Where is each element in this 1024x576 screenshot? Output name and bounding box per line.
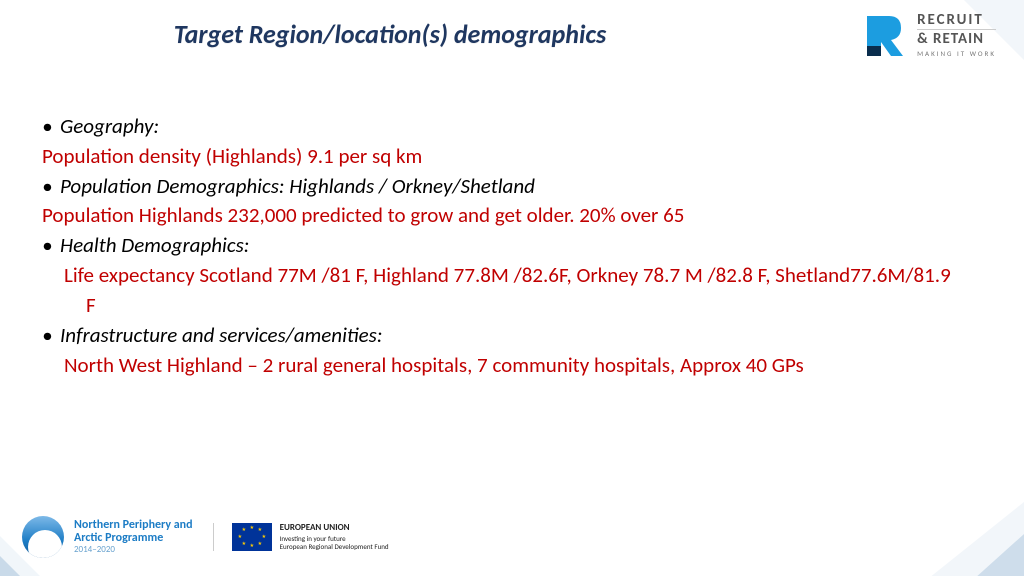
npa-years: 2014–2020 bbox=[74, 545, 193, 555]
brand-line2: & RETAIN bbox=[917, 29, 996, 48]
bullet-heading: • Health Demographics: bbox=[42, 231, 964, 261]
bullet-body: Life expectancy Scotland 77M /81 F, High… bbox=[64, 261, 964, 321]
slide-title: Target Region/location(s) demographics bbox=[0, 18, 780, 50]
eu-logo: ★ ★ ★ ★ ★ ★ ★ ★ EUROPEAN UNION Investing… bbox=[213, 523, 389, 551]
bullet-body: Population density (Highlands) 9.1 per s… bbox=[42, 142, 964, 172]
eu-line1: EUROPEAN UNION bbox=[280, 523, 389, 533]
bullet-body: Population Highlands 232,000 predicted t… bbox=[42, 201, 964, 231]
brand-logo: RECRUIT & RETAIN MAKING IT WORK bbox=[859, 12, 996, 58]
footer-logos: Northern Periphery and Arctic Programme … bbox=[22, 516, 389, 558]
brand-mark-icon bbox=[859, 12, 905, 58]
bullet-heading-text: Geography: bbox=[60, 112, 159, 142]
npa-mark-icon bbox=[22, 516, 64, 558]
eu-flag-icon: ★ ★ ★ ★ ★ ★ ★ ★ bbox=[232, 523, 272, 551]
bullet-body: North West Highland – 2 rural general ho… bbox=[64, 351, 964, 381]
bullet-heading: • Infrastructure and services/amenities: bbox=[42, 321, 964, 351]
bullet-heading-text: Infrastructure and services/amenities: bbox=[60, 321, 382, 351]
npa-logo: Northern Periphery and Arctic Programme … bbox=[22, 516, 193, 558]
content-block: • Geography: Population density (Highlan… bbox=[42, 112, 964, 380]
eu-line3: European Regional Development Fund bbox=[280, 543, 389, 551]
bullet-heading: • Geography: bbox=[42, 112, 964, 142]
bullet-heading-text: Health Demographics: bbox=[60, 231, 249, 261]
bullet-heading-text: Population Demographics: Highlands / Ork… bbox=[60, 172, 535, 202]
brand-tagline: MAKING IT WORK bbox=[917, 50, 996, 57]
bullet-heading: • Population Demographics: Highlands / O… bbox=[42, 172, 964, 202]
brand-line1: RECRUIT bbox=[917, 13, 996, 29]
slide: Target Region/location(s) demographics R… bbox=[0, 0, 1024, 576]
